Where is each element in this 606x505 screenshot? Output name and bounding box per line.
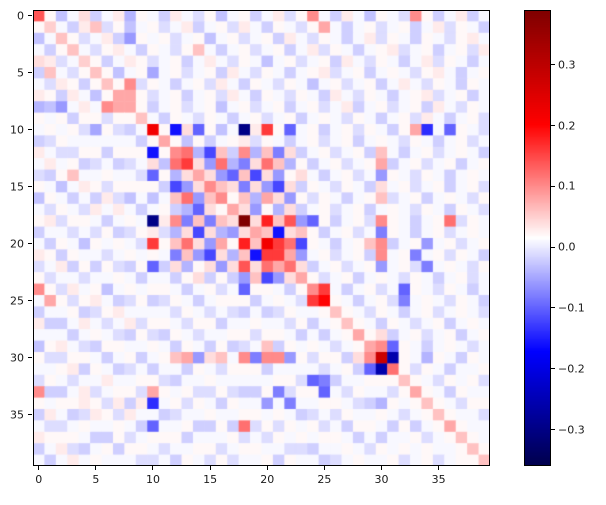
x-axis-tick	[380, 466, 382, 470]
x-axis-tick-label: 35	[431, 473, 446, 486]
y-axis-tick-label: 15	[10, 180, 24, 194]
y-axis-tick-label: 25	[10, 294, 24, 308]
y-axis-tick	[28, 357, 32, 359]
x-axis-tick	[266, 466, 268, 470]
x-axis-tick	[95, 466, 97, 470]
y-axis-tick-label: 10	[10, 123, 24, 137]
colorbar-gradient	[524, 10, 551, 466]
colorbar-tick-label: 0.2	[558, 119, 576, 133]
y-axis-tick	[28, 300, 32, 302]
y-axis-tick	[28, 243, 32, 245]
colorbar-tick-label: −0.2	[558, 362, 585, 376]
x-axis-tick	[323, 466, 325, 470]
y-axis-tick-label: 5	[17, 66, 24, 80]
x-axis-tick	[38, 466, 40, 470]
colorbar-tick	[551, 429, 555, 431]
y-axis-tick	[28, 186, 32, 188]
x-axis-tick	[152, 466, 154, 470]
y-axis-tick	[28, 72, 32, 74]
x-axis-tick-label: 5	[92, 473, 100, 486]
colorbar-tick	[551, 246, 555, 248]
colorbar-tick	[551, 307, 555, 309]
colorbar-tick-label: −0.3	[558, 423, 585, 437]
x-axis-tick-label: 10	[145, 473, 160, 486]
x-axis-tick	[209, 466, 211, 470]
y-axis-tick-label: 35	[10, 408, 24, 422]
heatmap-canvas	[33, 10, 490, 466]
x-axis-tick-label: 30	[374, 473, 389, 486]
x-axis-tick-label: 0	[35, 473, 43, 486]
x-axis-tick	[438, 466, 440, 470]
colorbar-tick-label: 0.0	[558, 240, 576, 254]
colorbar-tick-label: −0.1	[558, 301, 585, 315]
x-axis-tick-label: 20	[260, 473, 275, 486]
y-axis-tick	[28, 414, 32, 416]
x-axis-tick-label: 25	[317, 473, 332, 486]
colorbar-tick-label: 0.1	[558, 179, 576, 193]
y-axis-tick	[28, 129, 32, 131]
x-axis-tick-label: 15	[203, 473, 218, 486]
y-axis-tick-label: 20	[10, 237, 24, 251]
colorbar-tick	[551, 368, 555, 370]
y-axis-tick	[28, 15, 32, 17]
y-axis-tick-label: 0	[17, 9, 24, 23]
colorbar-tick	[551, 185, 555, 187]
colorbar-tick-label: 0.3	[558, 58, 576, 72]
y-axis-tick-label: 30	[10, 351, 24, 365]
colorbar-tick	[551, 125, 555, 127]
colorbar-tick	[551, 64, 555, 66]
